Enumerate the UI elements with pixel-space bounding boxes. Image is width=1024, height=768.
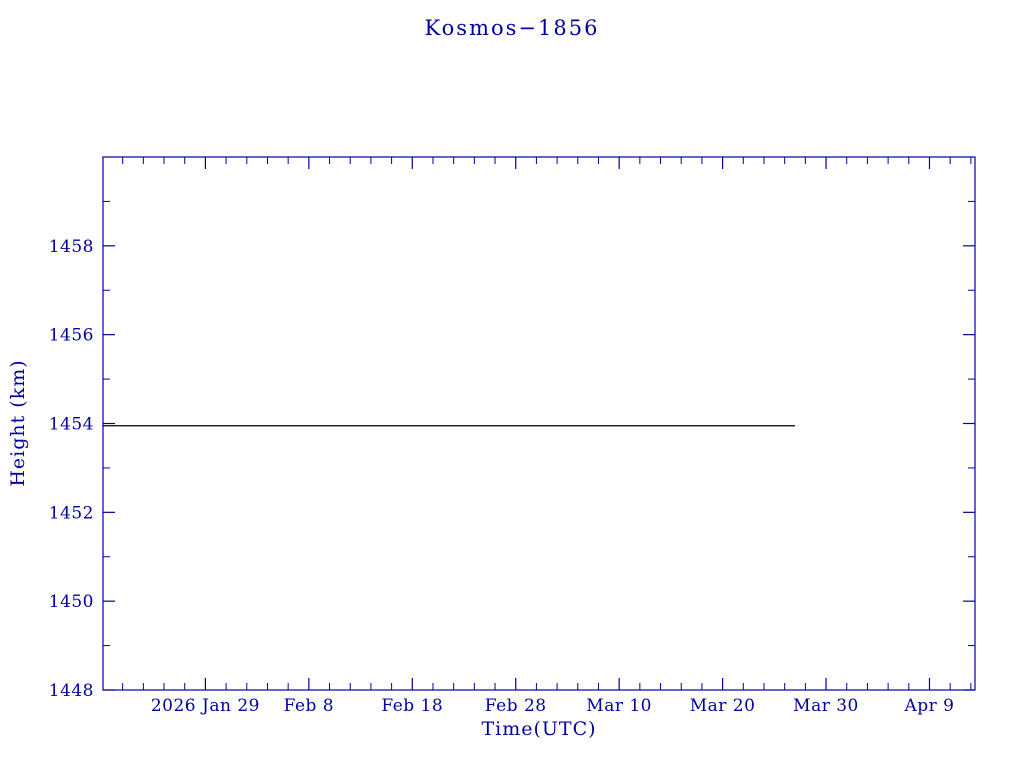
x-tick-label: Mar 20 bbox=[690, 696, 756, 716]
y-tick-label: 1450 bbox=[49, 592, 94, 612]
y-tick-label: 1456 bbox=[49, 326, 94, 346]
plot-frame bbox=[102, 156, 976, 691]
x-tick-label: Feb 28 bbox=[485, 696, 547, 716]
x-tick-label: Feb 8 bbox=[284, 696, 335, 716]
x-tick-label: Mar 30 bbox=[793, 696, 859, 716]
x-tick-label: Feb 18 bbox=[381, 696, 443, 716]
chart-title: Kosmos−1856 bbox=[424, 16, 600, 40]
x-tick-label: Apr 9 bbox=[903, 696, 954, 716]
x-axis-label: Time(UTC) bbox=[481, 718, 597, 740]
y-tick-label: 1452 bbox=[49, 503, 94, 523]
y-tick-label: 1448 bbox=[49, 681, 94, 701]
x-tick-label: Mar 10 bbox=[586, 696, 652, 716]
y-tick-label: 1458 bbox=[49, 237, 94, 257]
x-tick-label: 2026 Jan 29 bbox=[151, 696, 260, 716]
y-tick-label: 1454 bbox=[49, 415, 94, 435]
